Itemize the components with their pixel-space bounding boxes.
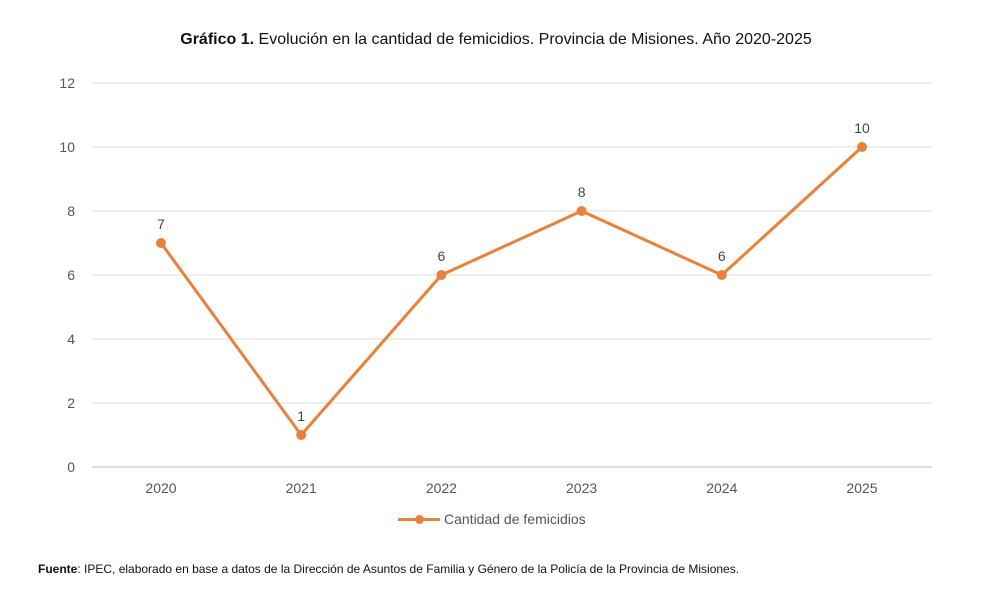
data-point [716, 270, 727, 280]
data-point [857, 142, 867, 152]
source-note: Fuente: IPEC, elaborado en base a datos … [38, 562, 739, 576]
y-tick-label: 12 [59, 75, 75, 91]
legend: Cantidad de femicidios [398, 511, 586, 527]
y-tick-label: 0 [67, 459, 75, 475]
legend-swatch-icon [398, 514, 440, 524]
x-tick-label: 2020 [145, 480, 176, 496]
chart-title: Gráfico 1. Evolución en la cantidad de f… [0, 31, 992, 49]
y-tick-label: 6 [67, 267, 75, 283]
source-text: : IPEC, elaborado en base a datos de la … [77, 562, 740, 576]
y-tick-label: 10 [59, 139, 75, 155]
x-tick-label: 2022 [426, 480, 457, 496]
data-point [156, 238, 166, 248]
data-point [296, 430, 307, 440]
series-line [159, 145, 864, 437]
y-tick-label: 4 [67, 331, 75, 347]
y-tick-label: 8 [67, 203, 75, 219]
chart-title-text: Evolución en la cantidad de femicidios. … [258, 31, 812, 48]
data-label: 10 [854, 120, 870, 136]
data-label: 8 [578, 184, 586, 200]
data-label: 6 [718, 248, 726, 264]
data-point [576, 206, 587, 216]
data-point [436, 270, 447, 280]
legend-label: Cantidad de femicidios [444, 511, 586, 527]
source-label: Fuente [38, 562, 78, 576]
chart-title-bold: Gráfico 1. [180, 31, 255, 48]
x-tick-label: 2025 [846, 480, 877, 496]
x-tick-label: 2023 [566, 480, 597, 496]
x-tick-label: 2021 [286, 480, 317, 496]
data-label: 7 [157, 216, 165, 232]
x-tick-label: 2024 [706, 480, 737, 496]
data-label: 6 [438, 248, 446, 264]
y-tick-label: 2 [67, 395, 75, 411]
data-label: 1 [297, 408, 305, 424]
